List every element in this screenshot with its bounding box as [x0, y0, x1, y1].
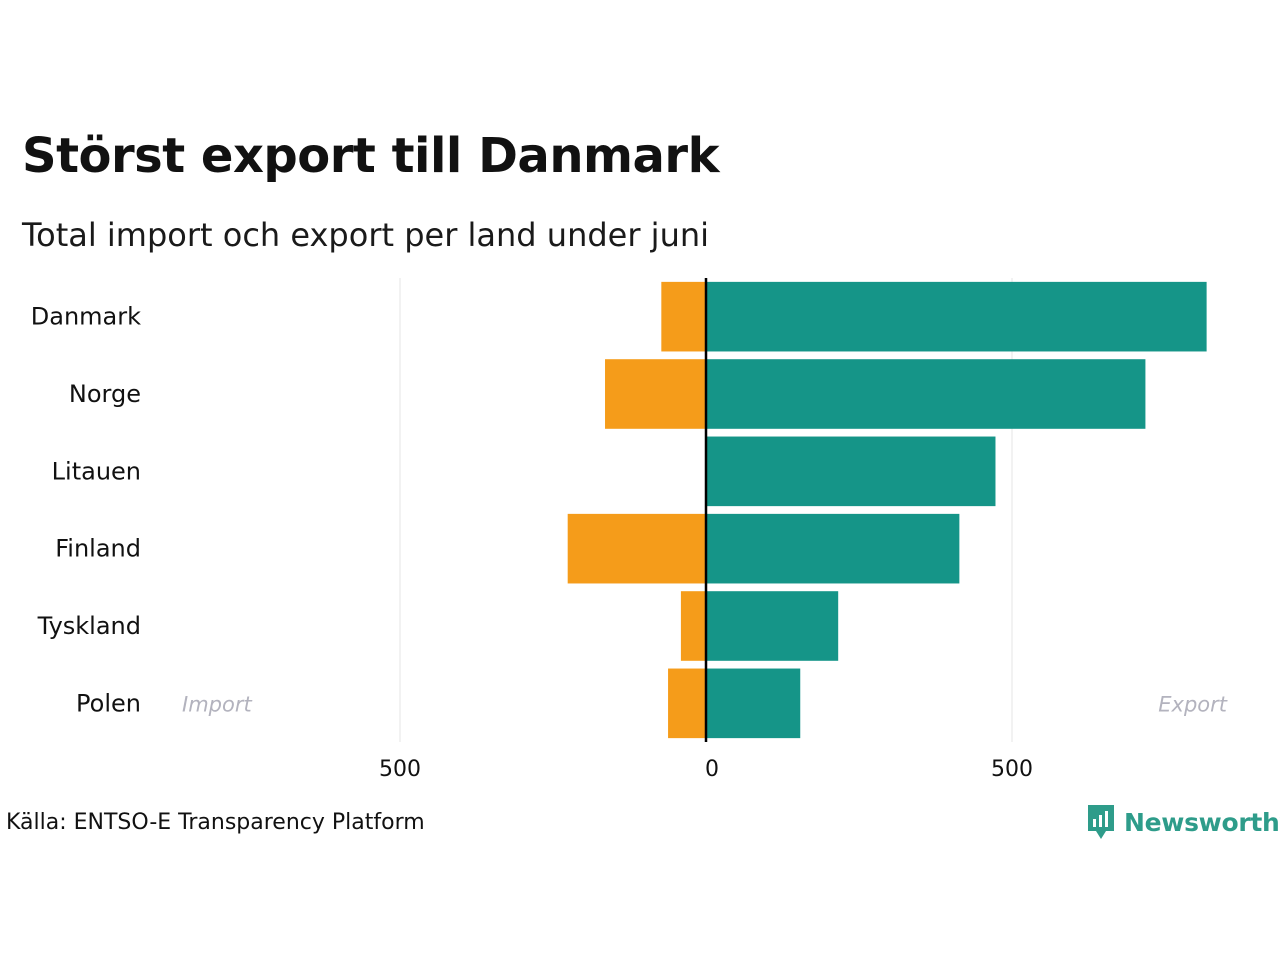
- category-label: Polen: [76, 689, 141, 717]
- grid-lines: [399, 278, 1013, 742]
- bar-export: [706, 513, 960, 584]
- bars: [567, 281, 1207, 739]
- chart-subtitle: Total import och export per land under j…: [22, 216, 710, 254]
- logo-text: Newsworthy: [1124, 807, 1280, 837]
- category-label: Finland: [55, 535, 141, 563]
- bar-export: [706, 436, 996, 507]
- newsworthy-logo: Newsworthy: [1086, 802, 1280, 842]
- bar-export: [706, 281, 1207, 352]
- category-label: Norge: [69, 380, 141, 408]
- chart-bubble-icon: [1088, 805, 1114, 839]
- labels: 500 0 500 Danmark Norge Litauen Finland Tysklan…: [31, 303, 1228, 782]
- category-label: Tyskland: [37, 612, 141, 640]
- x-tick-label: 500: [379, 757, 421, 782]
- bar-export: [706, 359, 1146, 429]
- source-note: Källa: ENTSO-E Transparency Platform: [6, 810, 425, 835]
- bar-import: [661, 281, 706, 352]
- x-tick-label: 0: [705, 757, 719, 782]
- category-label: Danmark: [31, 303, 141, 331]
- bar-import: [668, 668, 706, 739]
- bar-import: [605, 359, 706, 429]
- category-label: Litauen: [52, 457, 141, 485]
- export-annotation: Export: [1158, 692, 1228, 716]
- bar-export: [706, 591, 839, 661]
- bar-export: [706, 668, 801, 739]
- bar-import: [680, 591, 706, 661]
- x-tick-label: 500: [991, 757, 1033, 782]
- bar-import: [567, 513, 706, 584]
- chart-title: Störst export till Danmark: [22, 128, 720, 184]
- import-annotation: Import: [182, 692, 252, 716]
